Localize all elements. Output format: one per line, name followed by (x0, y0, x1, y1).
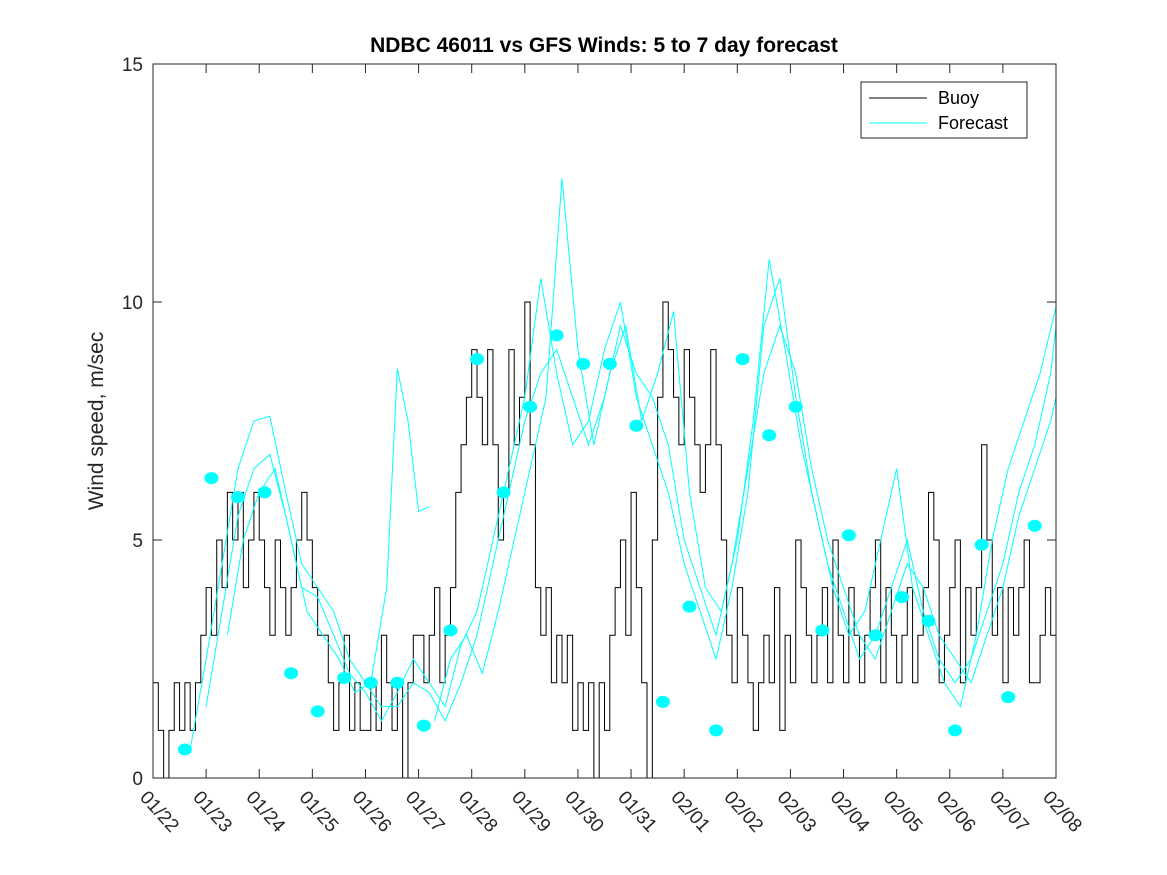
forecast-marker (921, 614, 936, 627)
forecast-marker (974, 538, 989, 551)
forecast-marker (788, 400, 803, 413)
forecast-marker (549, 329, 564, 342)
forecast-line-3 (226, 368, 430, 694)
chart-title: NDBC 46011 vs GFS Winds: 5 to 7 day fore… (370, 34, 838, 57)
legend-box (860, 81, 1028, 139)
forecast-marker (602, 357, 617, 370)
forecast-marker (948, 724, 963, 737)
forecast-marker (1001, 691, 1016, 704)
forecast-marker (762, 429, 777, 442)
forecast-marker (523, 400, 538, 413)
axes-box (152, 63, 1057, 779)
forecast-marker (496, 486, 511, 499)
forecast-marker (629, 419, 644, 432)
forecast-marker (655, 695, 670, 708)
y-tick-label: 0 (132, 769, 143, 790)
forecast-marker (310, 705, 325, 718)
forecast-marker (470, 353, 485, 366)
y-tick-label: 15 (122, 55, 143, 76)
legend-label: Buoy (938, 88, 979, 108)
forecast-marker (682, 600, 697, 613)
forecast-marker (284, 667, 299, 680)
y-axis-label: Wind speed, m/sec (85, 332, 108, 511)
forecast-marker (257, 486, 272, 499)
forecast-marker (443, 624, 458, 637)
forecast-marker (709, 724, 724, 737)
y-tick-label: 5 (132, 531, 143, 552)
y-tick-label: 10 (122, 293, 143, 314)
forecast-marker (1027, 519, 1042, 532)
plot-area (153, 64, 1056, 778)
forecast-marker (868, 629, 883, 642)
legend-label: Forecast (938, 113, 1008, 133)
forecast-line-2 (205, 278, 1057, 722)
forecast-marker (390, 676, 405, 689)
forecast-marker (204, 472, 219, 485)
forecast-marker (735, 353, 750, 366)
forecast-marker (894, 591, 909, 604)
forecast-marker (177, 743, 192, 756)
forecast-marker (416, 719, 431, 732)
forecast-marker (815, 624, 830, 637)
forecast-marker (337, 672, 352, 685)
forecast-line-4 (434, 178, 1057, 722)
forecast-marker (230, 491, 245, 504)
forecast-marker (363, 676, 378, 689)
buoy-series-line (153, 301, 1057, 779)
forecast-marker (576, 357, 591, 370)
forecast-marker (841, 529, 856, 542)
